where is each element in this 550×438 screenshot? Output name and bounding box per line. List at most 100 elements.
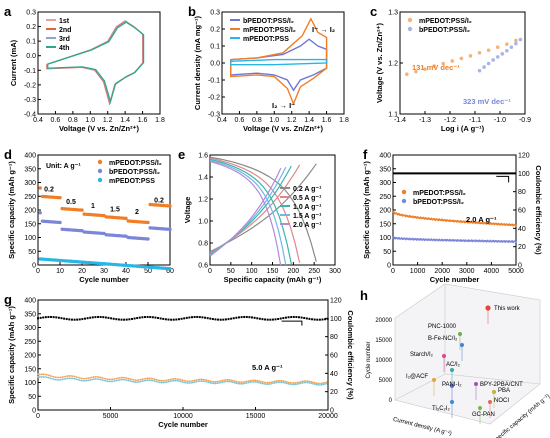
capacity-point xyxy=(99,378,102,381)
capacity-point xyxy=(103,379,106,382)
capacity-point xyxy=(211,382,213,385)
comparison-point xyxy=(458,332,462,336)
coulombic-efficiency-point xyxy=(89,316,92,319)
capacity-point xyxy=(272,380,274,383)
capacity-point xyxy=(68,377,71,380)
y-axis-label: Current (mA) xyxy=(9,39,18,86)
capacity-point xyxy=(277,379,280,382)
capacity-point xyxy=(73,375,76,378)
coulombic-efficiency-point xyxy=(94,316,97,319)
y-right-tick-label: 120 xyxy=(518,153,530,160)
tafel-point xyxy=(505,42,509,46)
capacity-point xyxy=(148,377,151,380)
x-tick-label: 10 xyxy=(56,268,64,275)
capacity-point xyxy=(247,380,250,382)
rate-point xyxy=(124,216,128,221)
capacity-point xyxy=(57,378,60,381)
capacity-point xyxy=(139,380,142,383)
legend-marker xyxy=(407,26,413,32)
x-tick-label: 3000 xyxy=(459,268,475,275)
legend-label: bPEDOT:PSS/I₂ xyxy=(243,18,294,25)
capacity-point xyxy=(197,378,199,381)
capacity-point xyxy=(89,376,92,379)
x-tick-label: -0.9 xyxy=(519,117,531,124)
capacity-point xyxy=(111,378,114,381)
capacity-point xyxy=(158,381,161,384)
capacity-point xyxy=(318,383,321,386)
capacity-point xyxy=(155,380,158,383)
coulombic-efficiency-point xyxy=(180,317,183,320)
capacity-point xyxy=(244,380,246,383)
capacity-point xyxy=(284,380,286,383)
coulombic-efficiency-point xyxy=(133,317,136,320)
coulombic-efficiency-point xyxy=(269,318,272,321)
rate-point xyxy=(58,196,62,200)
capacity-point xyxy=(153,378,156,381)
capacity-point xyxy=(289,383,292,386)
capacity-point xyxy=(158,379,161,382)
tafel-point xyxy=(491,58,495,62)
annotation: 323 mV dec⁻¹ xyxy=(463,97,511,106)
panel-label: f xyxy=(363,147,368,162)
capacity-point xyxy=(265,383,267,386)
y-right-tick-label: 20 xyxy=(330,389,338,396)
capacity-point xyxy=(515,224,517,227)
capacity-point xyxy=(285,382,288,385)
capacity-point xyxy=(165,379,168,382)
legend-label: mPEDOT:PSS/I₂ xyxy=(419,18,472,25)
y-tick-label: 300 xyxy=(24,180,36,187)
coulombic-efficiency-point xyxy=(271,318,274,321)
rate-point xyxy=(146,220,150,225)
coulombic-efficiency-point xyxy=(190,316,193,319)
capacity-point xyxy=(310,382,313,385)
tafel-point xyxy=(505,48,509,53)
coulombic-efficiency-point xyxy=(70,318,73,321)
capacity-point xyxy=(185,381,187,384)
capacity-point xyxy=(183,379,186,382)
capacity-point xyxy=(252,380,255,383)
coulombic-efficiency-point xyxy=(115,318,118,321)
comparison-point xyxy=(450,384,454,388)
tafel-point xyxy=(414,69,418,74)
y-tick-label: 250 xyxy=(379,194,391,201)
capacity-point xyxy=(124,376,126,379)
plot-frame xyxy=(392,154,517,266)
comparison-label: Ti₃C₂I₂ xyxy=(432,406,451,412)
capacity-point xyxy=(256,379,259,382)
capacity-point xyxy=(131,378,133,381)
tafel-point xyxy=(514,38,518,43)
tafel-point xyxy=(509,45,514,49)
coulombic-efficiency-point xyxy=(42,316,45,319)
capacity-point xyxy=(301,381,304,384)
y-tick-label: 350 xyxy=(379,166,391,173)
comparison-label: I₂@ACF xyxy=(406,374,428,380)
coulombic-efficiency-point xyxy=(146,315,149,318)
capacity-point xyxy=(63,375,65,378)
x-tick-label: 30 xyxy=(100,268,108,275)
x-tick-label: -1.1 xyxy=(469,117,481,124)
capacity-point xyxy=(162,381,165,384)
capacity-point xyxy=(127,379,130,382)
tafel-point xyxy=(482,65,486,69)
x-tick-label: 0 xyxy=(36,413,40,420)
capacity-point xyxy=(178,378,180,381)
coulombic-efficiency-point xyxy=(170,318,173,321)
panel-c: -1.4 -1.3 -1.2 -1.1 -1.0 -0.9 1.1 1.2 1.3 Log i (… xyxy=(370,4,531,133)
charge-curve xyxy=(209,167,282,257)
tafel-point xyxy=(477,51,482,55)
coulombic-efficiency-point xyxy=(167,318,170,321)
panel-f: 0 1000 2000 3000 4000 50000501001502002503003… xyxy=(362,147,543,284)
rate-point xyxy=(38,186,42,190)
capacity-point xyxy=(155,378,158,381)
x-tick-label: 1.2 xyxy=(287,117,297,124)
coulombic-efficiency-point xyxy=(224,318,227,321)
capacity-point xyxy=(68,375,71,377)
capacity-point xyxy=(226,378,229,381)
y-tick-label: 250 xyxy=(24,194,36,201)
x-axis-label: Cycle number xyxy=(158,420,208,429)
capacity-point xyxy=(247,381,250,384)
x-axis-label: Cycle number xyxy=(79,275,129,284)
capacity-point xyxy=(258,381,260,384)
coulombic-efficiency-point xyxy=(154,316,157,319)
x-tick-label: 200 xyxy=(287,268,299,275)
